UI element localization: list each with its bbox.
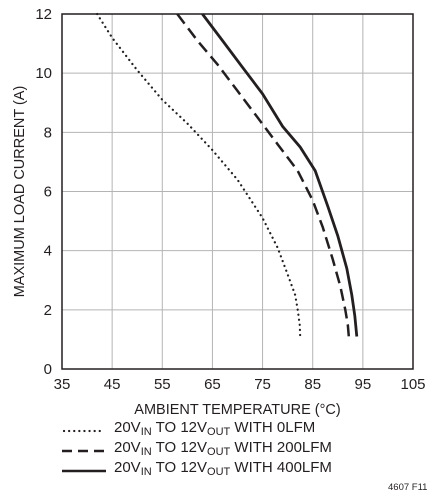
- legend-item-0lfm: 20VIN TO 12VOUT WITH 0LFM: [62, 419, 332, 440]
- series-lines: [96, 12, 359, 338]
- y-tick-label: 0: [44, 361, 52, 378]
- x-tick-label: 55: [154, 376, 171, 393]
- x-tick-label: 75: [254, 376, 271, 393]
- figure-id: 4607 F11: [388, 482, 428, 493]
- grid-lines: [61, 13, 414, 370]
- y-tick-labels: 0 2 4 6 8 10 12: [35, 6, 52, 378]
- y-tick-label: 8: [44, 124, 52, 141]
- x-tick-label: 35: [54, 376, 71, 393]
- legend-key-dashed: [62, 449, 106, 453]
- plot-frame: [61, 13, 414, 370]
- legend-key-solid: [62, 469, 106, 473]
- legend-label-400lfm: 20VIN TO 12VOUT WITH 400LFM: [114, 459, 332, 478]
- x-tick-label: 105: [400, 376, 425, 393]
- legend-label-0lfm: 20VIN TO 12VOUT WITH 0LFM: [114, 419, 316, 438]
- legend-item-400lfm: 20VIN TO 12VOUT WITH 400LFM: [62, 459, 332, 480]
- series-line-dotted: [96, 12, 302, 338]
- x-tick-label: 65: [204, 376, 221, 393]
- y-tick-label: 2: [44, 302, 52, 319]
- legend-label-200lfm: 20VIN TO 12VOUT WITH 200LFM: [114, 439, 332, 458]
- y-tick-label: 10: [35, 65, 52, 82]
- legend-item-200lfm: 20VIN TO 12VOUT WITH 200LFM: [62, 439, 332, 460]
- y-tick-label: 12: [35, 6, 52, 23]
- x-tick-label: 85: [304, 376, 321, 393]
- x-axis-label: AMBIENT TEMPERATURE (°C): [134, 402, 340, 418]
- y-tick-label: 4: [44, 243, 52, 260]
- x-tick-label: 95: [355, 376, 372, 393]
- legend-key-dotted: [62, 429, 106, 433]
- legend: 20VIN TO 12VOUT WITH 0LFM 20VIN TO 12VOU…: [62, 419, 332, 480]
- y-axis-label: MAXIMUM LOAD CURRENT (A): [12, 86, 28, 298]
- y-tick-label: 6: [44, 184, 52, 201]
- x-tick-labels: 35 45 55 65 75 85 95 105: [54, 376, 426, 393]
- series-line-solid: [201, 13, 359, 337]
- chart: 0 2 4 6 8 10 12 35 45 55 65 75 85 95 105 AMBIENT TEMP…: [12, 6, 426, 418]
- x-tick-label: 45: [104, 376, 121, 393]
